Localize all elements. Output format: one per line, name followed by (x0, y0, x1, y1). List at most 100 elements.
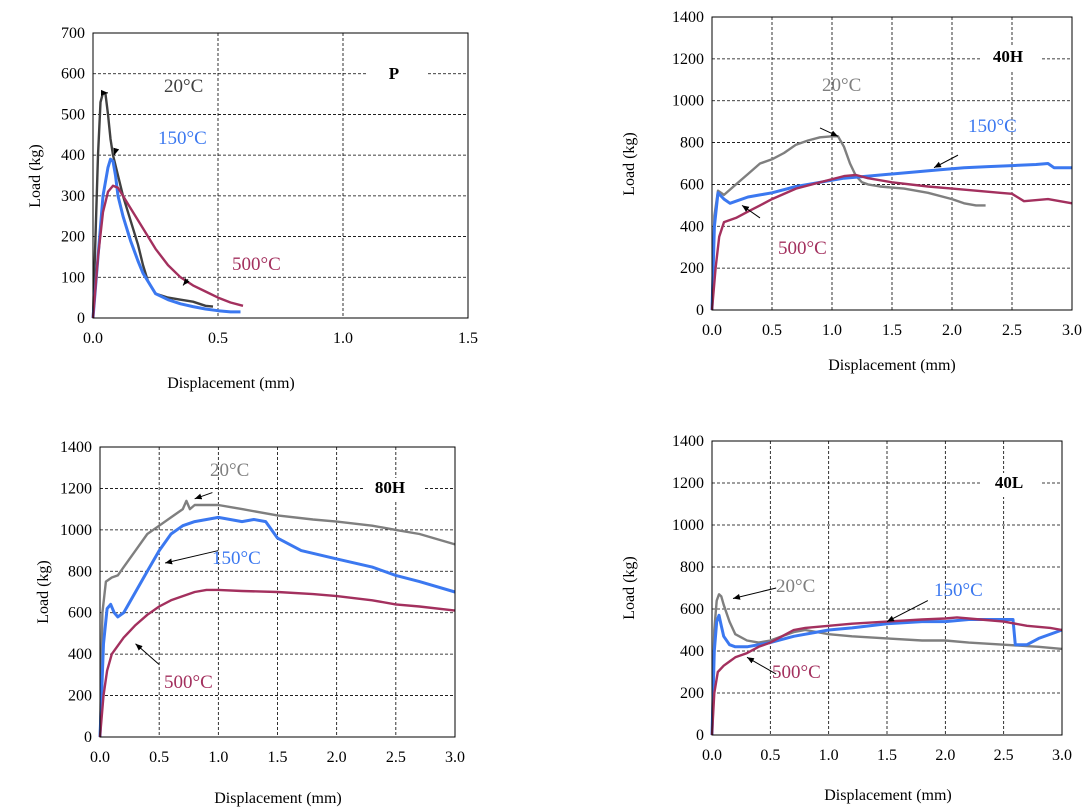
x-tick-label: 2.5 (994, 747, 1014, 764)
annotation-arrow (741, 204, 761, 219)
y-tick-label: 500 (61, 106, 85, 123)
annotations: 20°C 150°C 500°C (741, 47, 1040, 259)
panel-title-background (368, 64, 428, 88)
data-lines (710, 593, 1063, 736)
y-tick-label: 1400 (60, 439, 92, 456)
x-tick-label: 1.0 (822, 322, 842, 339)
panel-title: 80H (375, 478, 405, 497)
x-tick-labels: 0.0 0.5 1.0 1.5 2.0 2.5 3.0 (702, 747, 1072, 764)
annotation-label: 150°C (212, 548, 261, 569)
x-tick-label: 3.0 (1052, 747, 1072, 764)
y-tick-labels: 0 200 400 600 800 1000 1200 1400 (60, 439, 92, 746)
x-tick-label: 1.0 (819, 747, 839, 764)
x-tick-labels: 0.0 0.5 1.0 1.5 2.0 2.5 3.0 (90, 749, 465, 766)
y-tick-label: 600 (61, 66, 85, 83)
series-line-500c (91, 184, 244, 319)
y-tick-label: 800 (68, 563, 92, 580)
y-tick-label: 1400 (672, 9, 704, 26)
y-tick-label: 600 (68, 605, 92, 622)
y-tick-label: 1200 (672, 475, 704, 492)
annotations: 20°C 150°C 500°C (101, 64, 428, 286)
y-tick-label: 0 (696, 302, 704, 319)
annotations: 20°C 150°C 500°C (732, 473, 1040, 683)
annotation-label: 150°C (158, 128, 207, 149)
panel-title-background (980, 47, 1040, 71)
annotation-label: 150°C (934, 580, 983, 601)
series-line-500c (710, 173, 1073, 311)
y-tick-label: 200 (680, 685, 704, 702)
annotation-arrow (194, 492, 213, 500)
y-tick-label: 0 (84, 729, 92, 746)
x-axis-label: Displacement (mm) (828, 357, 956, 374)
panel-title: 40L (995, 473, 1023, 492)
panel-title-background (364, 478, 424, 502)
annotation-label: 20°C (776, 576, 815, 597)
y-tick-label: 1000 (672, 517, 704, 534)
y-tick-label: 1200 (672, 51, 704, 68)
annotation-arrow (933, 154, 959, 169)
annotation-arrow (819, 127, 839, 137)
x-tick-label: 1.5 (268, 749, 288, 766)
y-tick-label: 700 (61, 25, 85, 42)
annotation-label: 500°C (232, 254, 281, 275)
y-tick-label: 600 (680, 601, 704, 618)
y-tick-label: 200 (61, 229, 85, 246)
y-tick-label: 400 (680, 218, 704, 235)
y-tick-label: 200 (68, 688, 92, 705)
annotation-label: 20°C (210, 460, 249, 481)
y-tick-label: 1400 (672, 433, 704, 450)
annotation-arrow (732, 587, 777, 600)
plot-frame (99, 446, 456, 738)
y-tick-labels: 0 200 400 600 800 1000 1200 1400 (672, 9, 704, 319)
panel-80h: 0 200 400 600 800 1000 1200 1400 0.0 0.5 1.0 1.5 2.… (35, 439, 465, 807)
y-tick-label: 800 (680, 559, 704, 576)
x-tick-label: 0.5 (208, 330, 228, 347)
y-tick-label: 400 (68, 646, 92, 663)
annotation-arrow (746, 656, 777, 675)
annotation-arrow (182, 278, 190, 286)
panel-40h: 0 200 400 600 800 1000 1200 1400 0.0 0.5 1.0 1.5 2.… (621, 9, 1082, 374)
x-tick-label: 0.5 (762, 322, 782, 339)
x-tick-label: 2.5 (386, 749, 406, 766)
annotation-arrow (886, 600, 929, 623)
annotation-label: 500°C (164, 672, 213, 693)
plot-frame (92, 32, 469, 319)
annotation-arrow (164, 550, 219, 565)
x-tick-label: 1.5 (882, 322, 902, 339)
x-tick-label: 0.5 (149, 749, 169, 766)
y-tick-label: 400 (61, 147, 85, 164)
y-tick-label: 1000 (60, 522, 92, 539)
annotation-label: 150°C (968, 116, 1017, 137)
annotation-label: 500°C (772, 662, 821, 683)
data-lines (91, 91, 244, 319)
x-tick-label: 2.0 (935, 747, 955, 764)
x-tick-label: 2.0 (942, 322, 962, 339)
x-tick-label: 0.0 (702, 747, 722, 764)
x-tick-label: 1.0 (333, 330, 353, 347)
x-tick-label: 0.0 (83, 330, 103, 347)
x-tick-label: 3.0 (1062, 322, 1082, 339)
x-tick-label: 1.5 (877, 747, 897, 764)
series-line-150c (710, 613, 1063, 736)
grid-lines (712, 17, 1072, 310)
y-axis-label: Load (kg) (621, 132, 638, 196)
x-tick-label: 0.5 (760, 747, 780, 764)
annotation-label: 500°C (778, 238, 827, 259)
y-axis-label: Load (kg) (35, 560, 52, 624)
x-tick-label: 2.5 (1002, 322, 1022, 339)
x-tick-labels: 0.0 0.5 1.0 1.5 2.0 2.5 3.0 (702, 322, 1082, 339)
y-tick-label: 100 (61, 269, 85, 286)
x-tick-label: 2.0 (327, 749, 347, 766)
plot-frame (711, 16, 1073, 311)
y-axis-label: Load (kg) (27, 144, 44, 208)
panel-40l: 0 200 400 600 800 1000 1200 1400 0.0 0.5 1.0 1.5 2.… (621, 433, 1072, 804)
y-tick-label: 0 (77, 310, 85, 327)
annotation-label: 20°C (822, 75, 861, 96)
y-tick-label: 800 (680, 135, 704, 152)
annotation-arrow (113, 147, 120, 156)
series-line-20c (98, 499, 456, 738)
panel-title-background (980, 473, 1040, 497)
x-tick-label: 3.0 (445, 749, 465, 766)
y-tick-label: 1200 (60, 480, 92, 497)
